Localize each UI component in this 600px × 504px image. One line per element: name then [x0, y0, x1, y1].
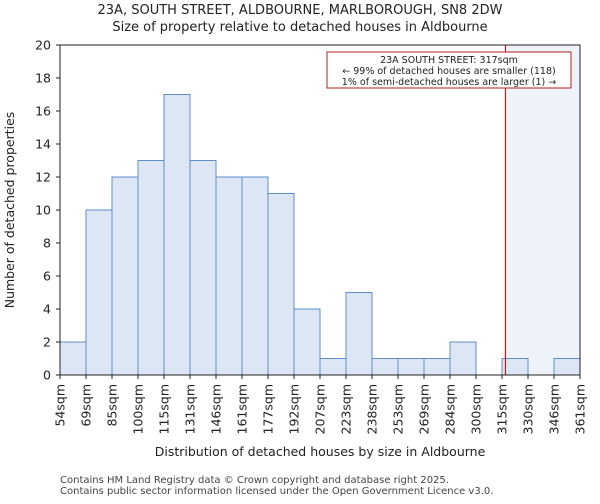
- x-tick-label: 192sqm: [287, 384, 302, 434]
- y-tick-label: 18: [35, 71, 51, 86]
- bar-253sqm: [397, 358, 425, 376]
- x-tick-label: 177sqm: [261, 384, 276, 434]
- x-tick-label: 269sqm: [417, 384, 432, 434]
- bars-group: [59, 94, 581, 376]
- x-axis-label: Distribution of detached houses by size …: [155, 444, 486, 459]
- bar-192sqm: [293, 308, 321, 376]
- bar-131sqm: [189, 160, 217, 376]
- bar-146sqm: [215, 176, 243, 376]
- annotation-line-3: 1% of semi-detached houses are larger (1…: [342, 77, 556, 88]
- y-tick-label: 12: [35, 170, 51, 185]
- bar-284sqm: [449, 341, 477, 376]
- y-tick-label: 2: [43, 335, 51, 350]
- x-tick-label: 361sqm: [573, 384, 588, 434]
- y-tick-label: 16: [35, 104, 51, 119]
- x-tick-label: 238sqm: [365, 384, 380, 434]
- x-tick-label: 54sqm: [53, 384, 68, 427]
- chart-title: 23A, SOUTH STREET, ALDBOURNE, MARLBOROUG…: [98, 3, 503, 18]
- annotation-line-2: ← 99% of detached houses are smaller (11…: [342, 66, 555, 77]
- annotation-line-1: 23A SOUTH STREET: 317sqm: [380, 55, 518, 66]
- x-tick-label: 131sqm: [183, 384, 198, 434]
- x-tick-label: 315sqm: [495, 384, 510, 434]
- y-tick-label: 14: [35, 137, 51, 152]
- y-axis-label: Number of detached properties: [2, 112, 17, 309]
- bar-346sqm: [553, 358, 581, 376]
- x-tick-label: 85sqm: [105, 384, 120, 427]
- x-axis-ticks: 54sqm 69sqm 85sqm 100sqm 115sqm 131sqm 146sqm 1…: [53, 375, 588, 434]
- bar-100sqm: [137, 160, 165, 376]
- bar-161sqm: [241, 176, 269, 376]
- y-tick-label: 10: [35, 203, 51, 218]
- x-tick-label: 115sqm: [157, 384, 172, 434]
- x-tick-label: 207sqm: [313, 384, 328, 434]
- footer-line-2: Contains public sector information licen…: [60, 486, 493, 497]
- bar-238sqm: [371, 358, 399, 376]
- x-tick-label: 253sqm: [391, 384, 406, 434]
- x-tick-label: 300sqm: [469, 384, 484, 434]
- y-tick-label: 6: [43, 269, 51, 284]
- highlight-region: [505, 45, 580, 375]
- x-tick-label: 100sqm: [131, 384, 146, 434]
- x-tick-label: 69sqm: [79, 384, 94, 427]
- annotation-box: 23A SOUTH STREET: 317sqm ← 99% of detach…: [326, 51, 572, 89]
- bar-269sqm: [423, 358, 451, 376]
- y-tick-label: 4: [43, 302, 51, 317]
- plot-frame: [59, 44, 581, 376]
- bar-54sqm: [59, 341, 87, 376]
- y-tick-label: 8: [43, 236, 51, 251]
- bar-177sqm: [267, 193, 295, 376]
- bar-85sqm: [111, 176, 139, 376]
- y-tick-label: 0: [43, 368, 51, 383]
- x-tick-label: 284sqm: [443, 384, 458, 434]
- x-tick-label: 346sqm: [547, 384, 562, 434]
- y-axis-ticks: 0 2 4 6 8 10 12 14 16 18 20: [35, 38, 60, 383]
- x-tick-label: 146sqm: [209, 384, 224, 434]
- bar-115sqm: [163, 94, 191, 376]
- x-tick-label: 223sqm: [339, 384, 354, 434]
- y-tick-label: 20: [35, 38, 51, 53]
- chart-subtitle: Size of property relative to detached ho…: [112, 20, 487, 35]
- bar-223sqm: [345, 292, 373, 376]
- x-tick-label: 161sqm: [235, 384, 250, 434]
- bar-69sqm: [85, 209, 113, 376]
- footer-line-1: Contains HM Land Registry data © Crown c…: [60, 475, 449, 486]
- bar-207sqm: [319, 358, 347, 376]
- x-tick-label: 330sqm: [521, 384, 536, 434]
